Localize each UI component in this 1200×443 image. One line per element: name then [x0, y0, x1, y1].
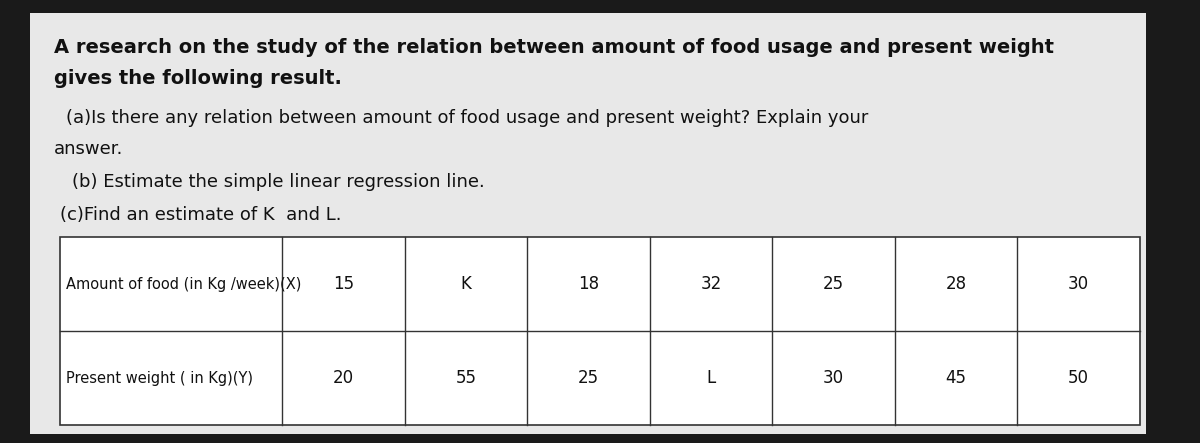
Text: 18: 18 — [578, 275, 599, 293]
Text: K: K — [461, 275, 472, 293]
Text: 15: 15 — [332, 275, 354, 293]
Text: A research on the study of the relation between amount of food usage and present: A research on the study of the relation … — [54, 38, 1054, 57]
Text: 30: 30 — [1068, 275, 1090, 293]
Bar — [60, 237, 1140, 425]
Text: 28: 28 — [946, 275, 967, 293]
Text: gives the following result.: gives the following result. — [54, 69, 342, 88]
Text: (c)Find an estimate of K  and L.: (c)Find an estimate of K and L. — [60, 206, 342, 224]
Text: 55: 55 — [455, 369, 476, 387]
Text: 32: 32 — [701, 275, 721, 293]
Text: 30: 30 — [823, 369, 844, 387]
Text: 20: 20 — [332, 369, 354, 387]
Text: Present weight ( in Kg)(Y): Present weight ( in Kg)(Y) — [66, 371, 253, 386]
Text: Amount of food (in Kg /week)(X): Amount of food (in Kg /week)(X) — [66, 276, 301, 291]
Text: 25: 25 — [578, 369, 599, 387]
Text: (a)Is there any relation between amount of food usage and present weight? Explai: (a)Is there any relation between amount … — [66, 109, 869, 127]
Text: L: L — [707, 369, 715, 387]
Text: 50: 50 — [1068, 369, 1090, 387]
Text: 25: 25 — [823, 275, 844, 293]
Text: answer.: answer. — [54, 140, 124, 158]
Text: 45: 45 — [946, 369, 967, 387]
Text: (b) Estimate the simple linear regression line.: (b) Estimate the simple linear regressio… — [72, 173, 485, 191]
